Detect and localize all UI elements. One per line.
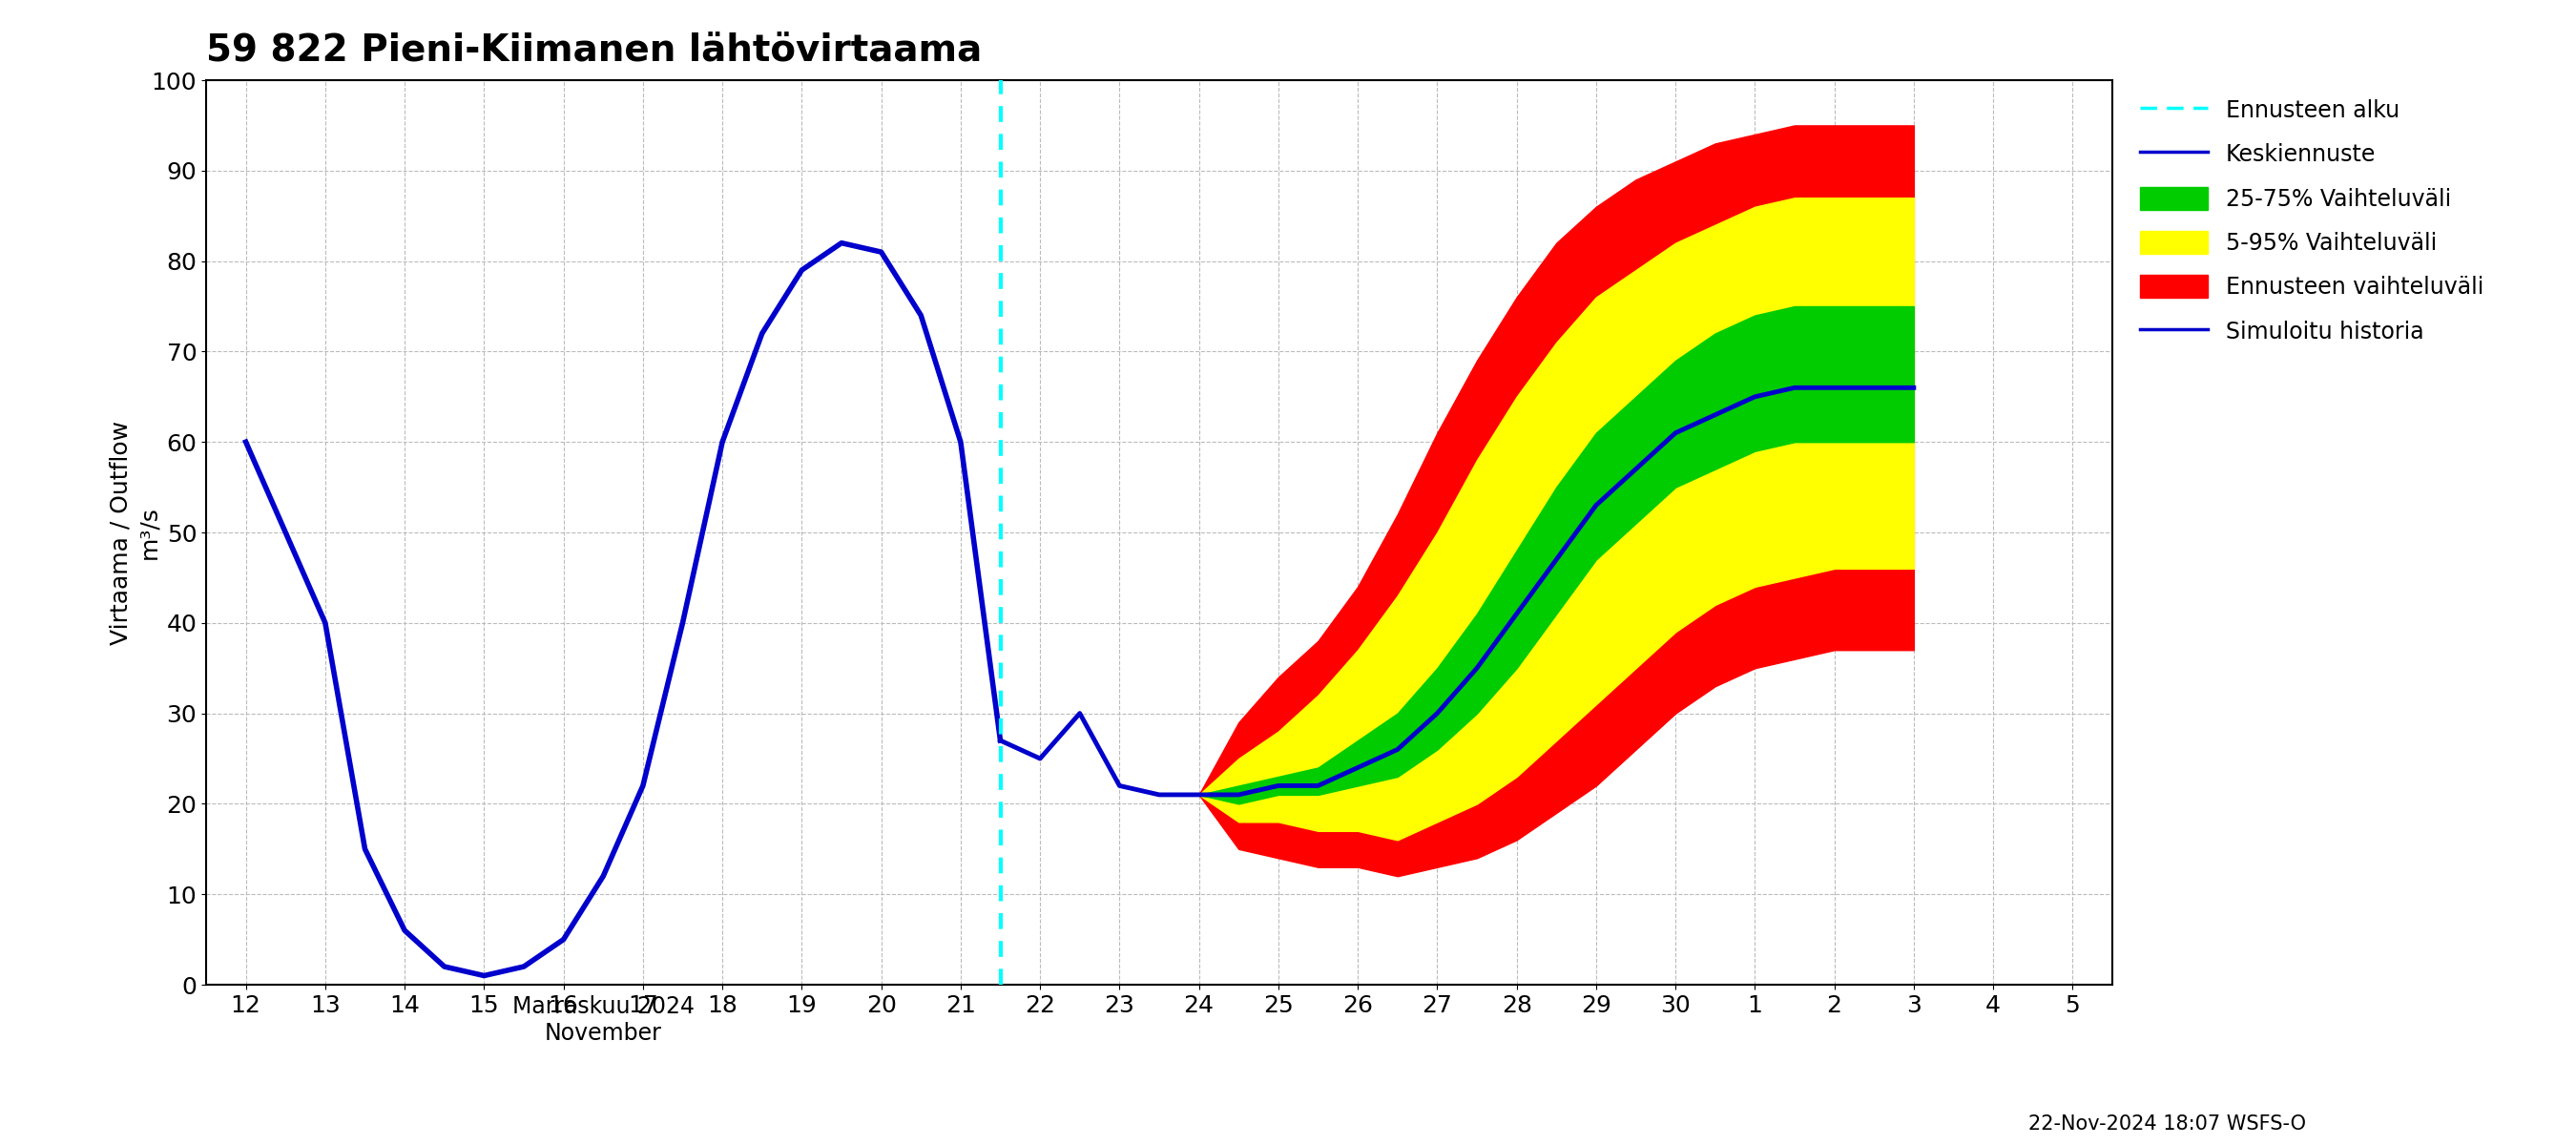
Text: m³/s: m³/s bbox=[137, 506, 160, 559]
Text: 22-Nov-2024 18:07 WSFS-O: 22-Nov-2024 18:07 WSFS-O bbox=[2027, 1114, 2306, 1134]
Text: Marraskuu 2024
November: Marraskuu 2024 November bbox=[513, 995, 696, 1044]
Text: Virtaama / Outflow: Virtaama / Outflow bbox=[108, 420, 131, 645]
Legend: Ennusteen alku, Keskiennuste, 25-75% Vaihteluväli, 5-95% Vaihteluväli, Ennusteen: Ennusteen alku, Keskiennuste, 25-75% Vai… bbox=[2133, 92, 2491, 350]
Text: 59 822 Pieni-Kiimanen lähtövirtaama: 59 822 Pieni-Kiimanen lähtövirtaama bbox=[206, 33, 981, 69]
